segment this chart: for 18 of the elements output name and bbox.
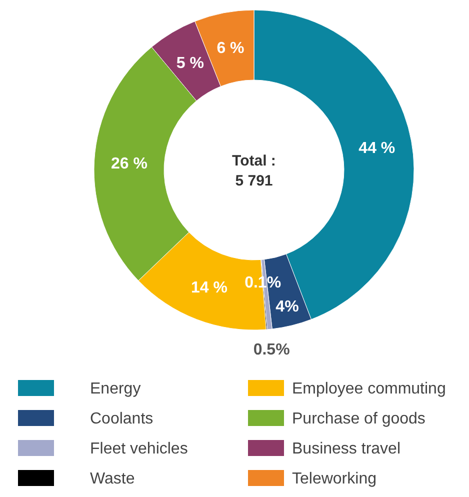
text: 5 791	[235, 172, 273, 190]
legend-label: Fleet vehicles	[90, 440, 188, 458]
data-label: 0.1%	[244, 274, 282, 292]
data-label: 6 %	[216, 40, 244, 57]
legend-label: Business travel	[292, 440, 400, 458]
legend-label: Coolants	[90, 410, 154, 428]
data-label: 0.5%	[253, 342, 290, 359]
legend-label: Purchase of goods	[292, 410, 426, 428]
data-label: 4%	[276, 298, 299, 316]
data-label: 44 %	[358, 140, 396, 157]
data-label: 14 %	[191, 279, 228, 296]
data-label: 5 %	[176, 55, 204, 72]
legend-label: Teleworking	[292, 470, 376, 488]
legend-label: Energy	[90, 380, 141, 398]
data-label: 26 %	[110, 156, 148, 173]
legend-label: Employee commuting	[292, 380, 446, 398]
legend-label: Waste	[90, 470, 135, 488]
text: Total :	[232, 152, 276, 170]
